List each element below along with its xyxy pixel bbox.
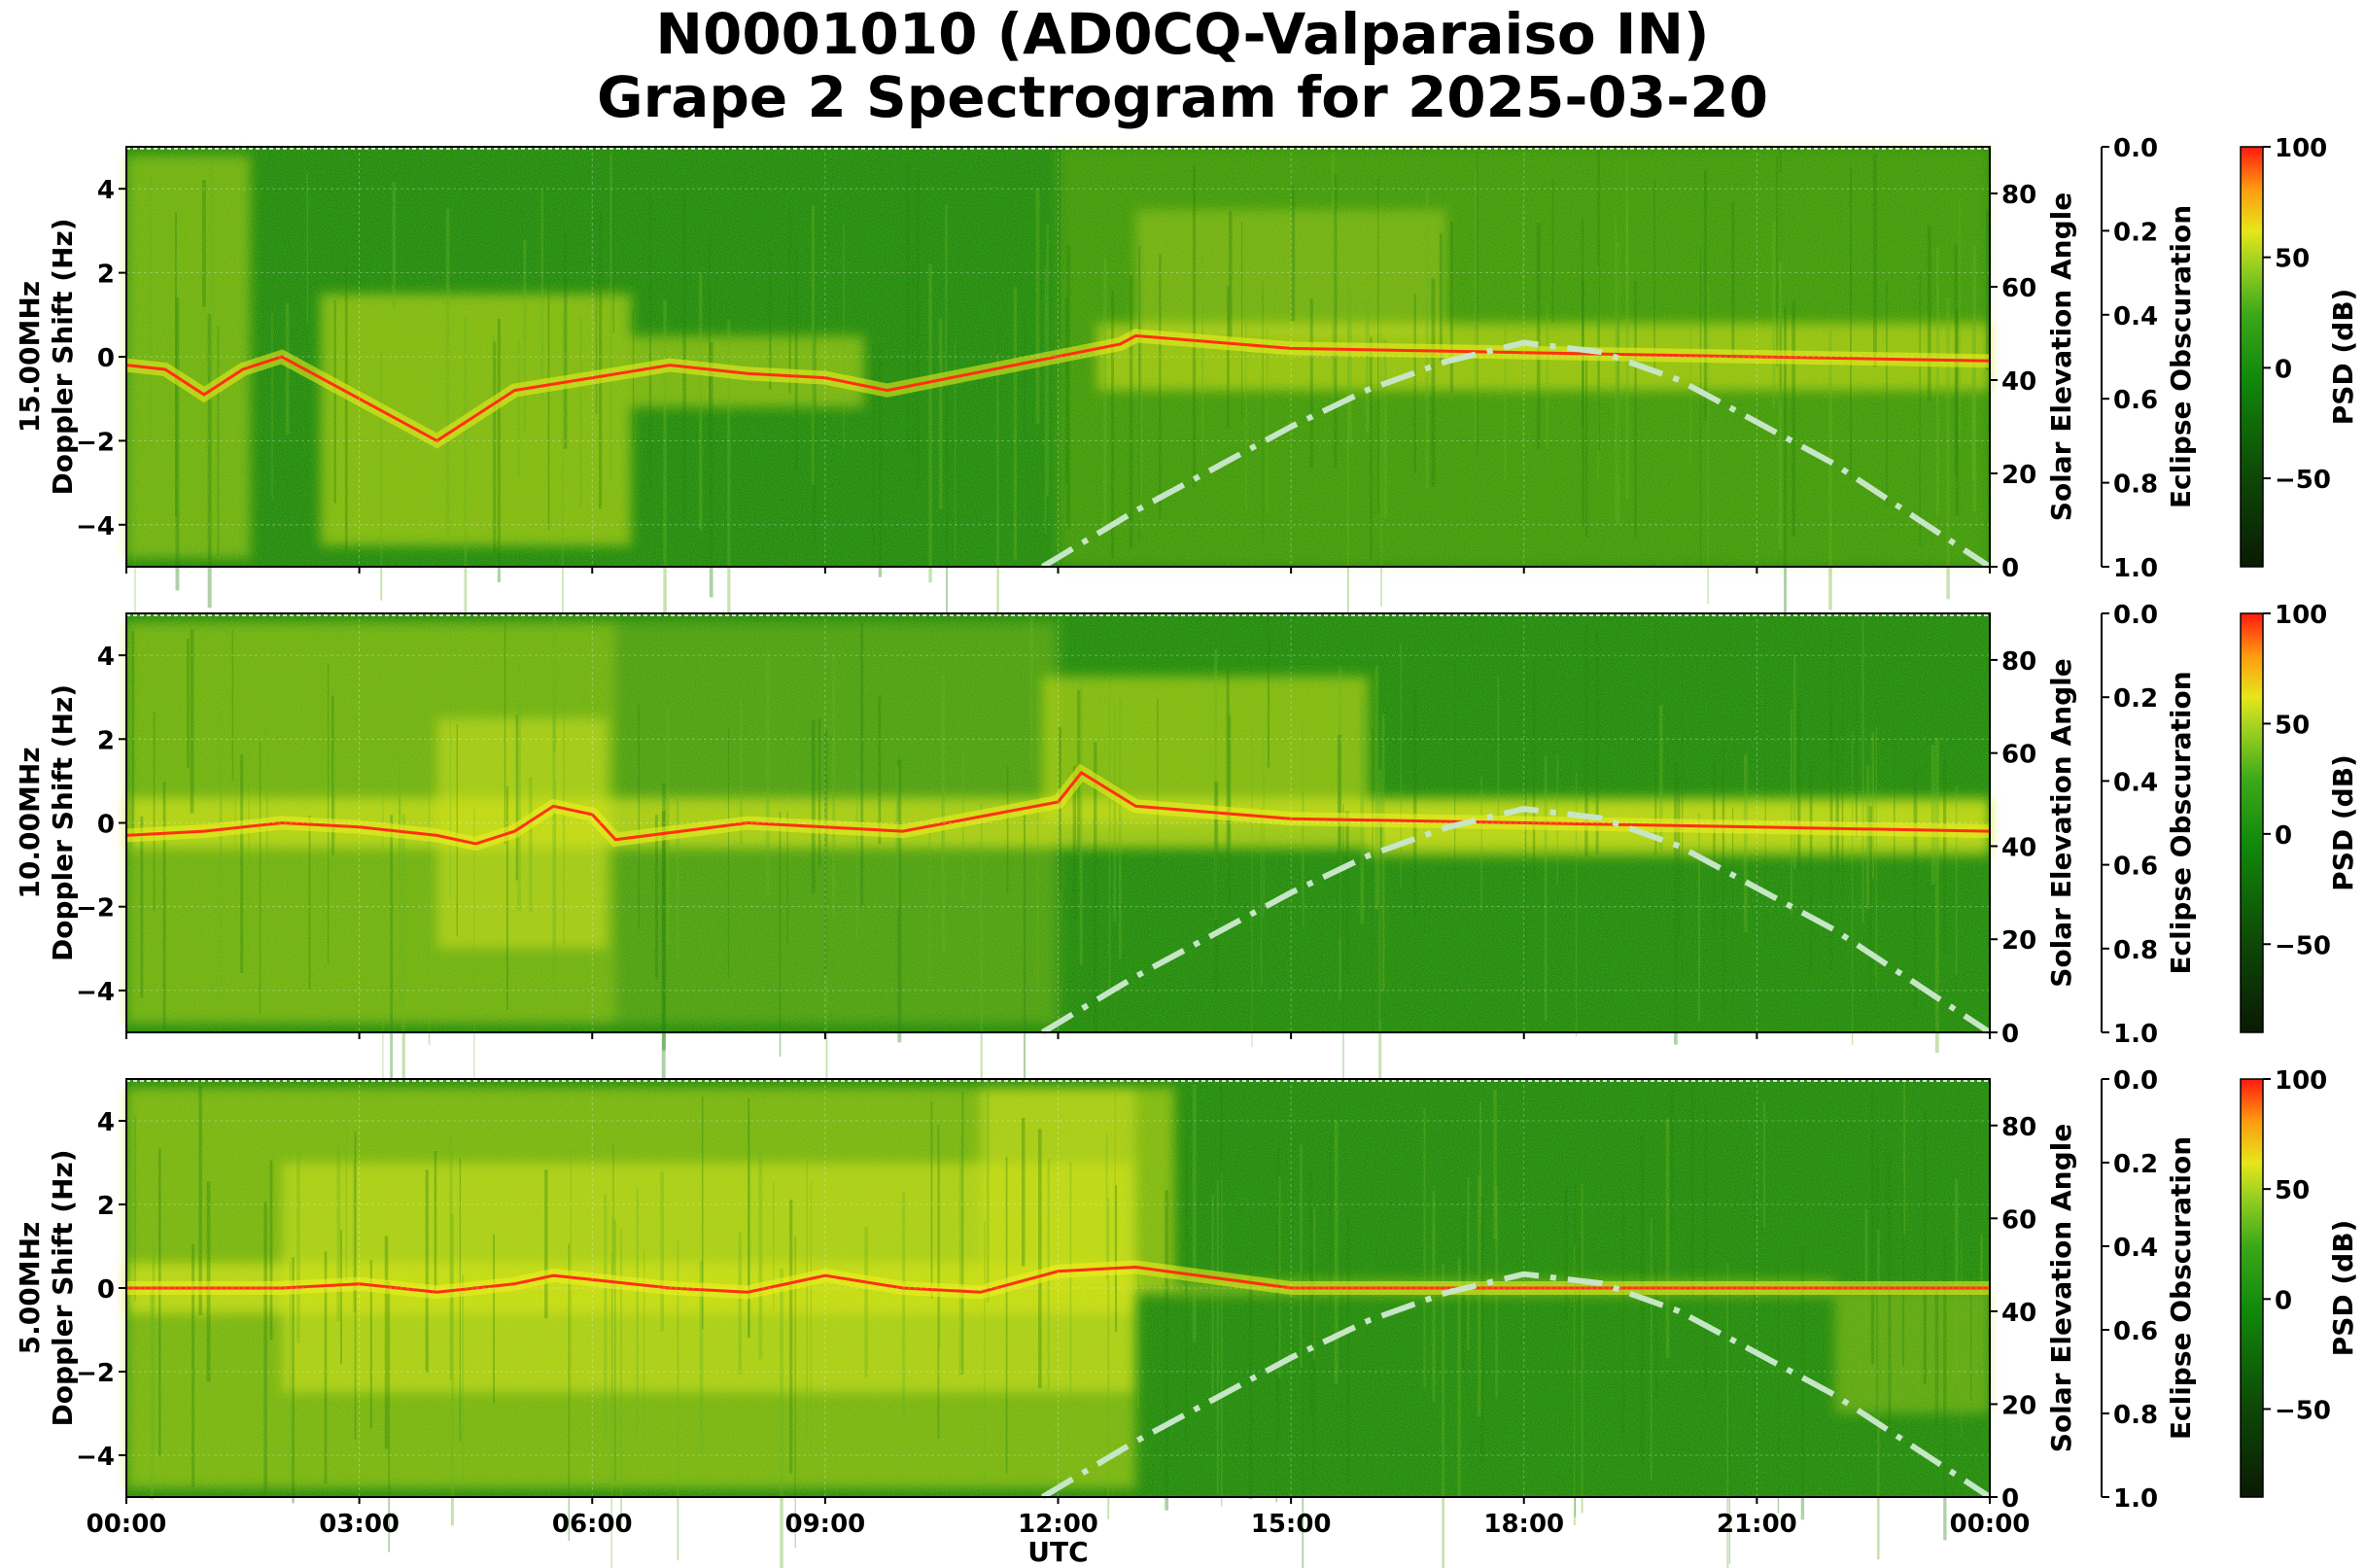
y-tick-label: −2: [76, 894, 115, 923]
y3-tick-label: 0.8: [2113, 470, 2158, 500]
y2-tick-label: 0: [2001, 554, 2019, 583]
y3-tick-label: 0.2: [2113, 1150, 2158, 1179]
y-tick-label: −2: [76, 1359, 115, 1388]
y3-axis-label: Eclipse Obscuration: [2165, 1136, 2197, 1440]
y2-tick-label: 60: [2001, 741, 2036, 770]
y3-tick-label: 1.0: [2113, 1020, 2158, 1049]
colorbar-tick-label: 100: [2275, 1066, 2327, 1096]
y2-axis-label: Solar Elevation Angle: [2045, 1124, 2077, 1452]
y3-tick-label: 0.2: [2113, 684, 2158, 714]
colorbar: [2240, 146, 2264, 568]
colorbar-tick-label: 50: [2275, 245, 2310, 274]
y2-axis-label: Solar Elevation Angle: [2045, 192, 2077, 521]
solar-elevation-curve: [1040, 806, 1992, 1035]
y-tick-label: −4: [76, 512, 115, 541]
colorbar-tick-label: 0: [2275, 355, 2292, 384]
y2-tick-label: 80: [2001, 1113, 2036, 1142]
y-tick-label: 4: [97, 643, 115, 672]
y-tick-label: 0: [97, 811, 115, 840]
y-tick-label: 0: [97, 1275, 115, 1305]
colorbar-tick-label: 50: [2275, 711, 2310, 740]
y-tick-label: −4: [76, 1443, 115, 1472]
y3-tick-label: 0.6: [2113, 1317, 2158, 1346]
y3-tick-label: 0.0: [2113, 134, 2158, 163]
y2-tick-label: 80: [2001, 647, 2036, 677]
y2-tick-label: 20: [2001, 1391, 2036, 1420]
y-tick-label: 4: [97, 1108, 115, 1137]
x-tick-label: 15:00: [1251, 1510, 1332, 1539]
y-axis-label: 10.00MHzDoppler Shift (Hz): [14, 684, 79, 961]
x-tick-label: 03:00: [319, 1510, 400, 1539]
colorbar-tick-label: −50: [2275, 466, 2331, 495]
y2-tick-label: 0: [2001, 1484, 2019, 1514]
x-tick-label: 09:00: [784, 1510, 865, 1539]
y-axis-label: 15.00MHzDoppler Shift (Hz): [14, 218, 79, 495]
colorbar-tick-label: 50: [2275, 1176, 2310, 1205]
y2-tick-label: 60: [2001, 1205, 2036, 1235]
colorbar-label: PSD (dB): [2327, 754, 2359, 891]
y3-tick-label: 0.8: [2113, 1401, 2158, 1430]
x-tick-label: 06:00: [552, 1510, 633, 1539]
y-tick-label: −4: [76, 978, 115, 1007]
doppler-trace: [126, 1265, 1990, 1294]
doppler-trace: [125, 770, 1991, 846]
y3-tick-label: 0.6: [2113, 386, 2158, 415]
y3-tick-label: 0.4: [2113, 302, 2158, 331]
y3-tick-label: 0.0: [2113, 601, 2158, 630]
x-tick-label: 12:00: [1018, 1510, 1098, 1539]
y3-tick-label: 0.4: [2113, 1234, 2158, 1263]
y3-tick-label: 1.0: [2113, 554, 2158, 583]
y2-tick-label: 20: [2001, 461, 2036, 490]
y3-tick-label: 1.0: [2113, 1484, 2158, 1514]
doppler-trace: [125, 333, 1991, 443]
y2-tick-label: 20: [2001, 926, 2036, 956]
y3-tick-label: 0.4: [2113, 768, 2158, 797]
colorbar-tick-label: −50: [2275, 931, 2331, 960]
y3-axis-label: Eclipse Obscuration: [2165, 205, 2197, 508]
y2-axis-label: Solar Elevation Angle: [2045, 658, 2077, 987]
y2-tick-label: 40: [2001, 367, 2036, 397]
y2-tick-label: 60: [2001, 274, 2036, 303]
solar-elevation-curve: [1040, 1271, 1992, 1500]
y-tick-label: 2: [97, 726, 115, 755]
colorbar: [2240, 1078, 2264, 1498]
y2-tick-label: 80: [2001, 181, 2036, 210]
colorbar-tick-label: −50: [2275, 1396, 2331, 1425]
y3-tick-label: 0.0: [2113, 1066, 2158, 1096]
y2-tick-label: 40: [2001, 1299, 2036, 1328]
y2-tick-label: 0: [2001, 1020, 2019, 1049]
y2-tick-label: 40: [2001, 833, 2036, 862]
y-tick-label: 0: [97, 344, 115, 373]
y-axis-label: 5.00MHzDoppler Shift (Hz): [14, 1149, 79, 1426]
x-tick-label: 00:00: [1950, 1510, 2031, 1539]
chart-title-line2: Grape 2 Spectrogram for 2025-03-20: [597, 64, 1768, 130]
colorbar-label: PSD (dB): [2327, 1220, 2359, 1357]
y-tick-label: 4: [97, 176, 115, 205]
colorbar-label: PSD (dB): [2327, 289, 2359, 426]
y3-tick-label: 0.2: [2113, 218, 2158, 247]
x-axis-label: UTC: [1027, 1536, 1088, 1568]
y-tick-label: 2: [97, 1192, 115, 1221]
colorbar-tick-label: 0: [2275, 1286, 2292, 1315]
x-tick-label: 00:00: [87, 1510, 167, 1539]
x-tick-label: 18:00: [1483, 1510, 1564, 1539]
colorbar-tick-label: 100: [2275, 601, 2327, 630]
colorbar-tick-label: 100: [2275, 134, 2327, 163]
chart-title-line1: N0001010 (AD0CQ-Valparaiso IN): [655, 1, 1710, 67]
y-tick-label: 2: [97, 261, 115, 290]
colorbar-tick-label: 0: [2275, 821, 2292, 851]
x-tick-label: 21:00: [1717, 1510, 1797, 1539]
y3-axis-label: Eclipse Obscuration: [2165, 671, 2197, 974]
y-tick-label: −2: [76, 428, 115, 457]
y3-tick-label: 0.6: [2113, 853, 2158, 882]
spectrogram-panel-5-00mhz: −4 −2 0 2 4 5.00MHzDoppler Shift (Hz) 0 20 40 60 8…: [14, 1066, 2359, 1568]
colorbar: [2240, 612, 2264, 1033]
y3-tick-label: 0.8: [2113, 936, 2158, 965]
solar-elevation-curve: [1040, 339, 1992, 570]
